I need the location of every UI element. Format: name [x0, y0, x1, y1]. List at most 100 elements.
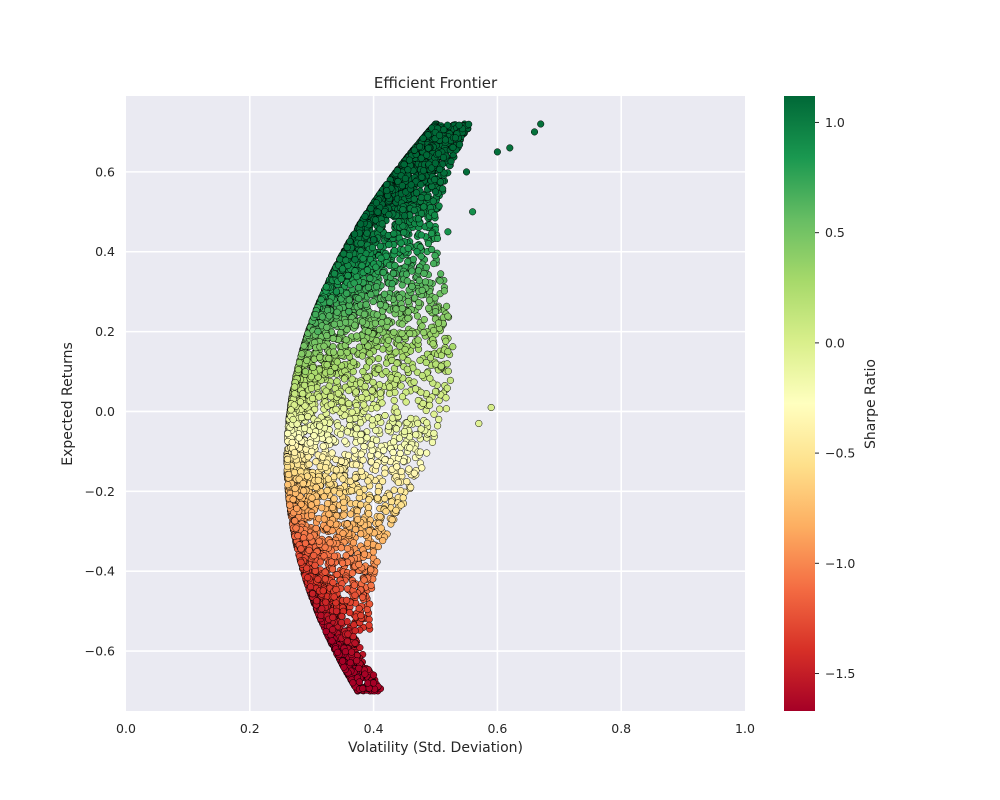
scatter-point	[423, 193, 431, 201]
scatter-point	[363, 266, 371, 274]
scatter-point	[435, 202, 443, 210]
scatter-point	[341, 648, 350, 656]
scatter-point	[323, 487, 331, 495]
scatter-point	[404, 314, 412, 322]
scatter-point	[329, 613, 337, 622]
scatter-point	[426, 221, 434, 229]
scatter-point	[333, 377, 341, 385]
scatter-point	[427, 354, 435, 362]
scatter-point	[373, 283, 381, 291]
scatter-point	[343, 520, 351, 528]
scatter-point	[361, 382, 369, 390]
scatter-point	[326, 298, 334, 306]
scatter-point	[414, 336, 422, 344]
scatter-point	[449, 143, 457, 151]
scatter-point	[368, 387, 376, 395]
scatter-point	[380, 446, 388, 454]
scatter-point	[390, 396, 398, 404]
scatter-point	[339, 475, 347, 483]
scatter-point	[350, 539, 358, 547]
scatter-point	[363, 434, 371, 442]
scatter-point	[290, 401, 298, 409]
scatter-point	[355, 284, 363, 292]
scatter-point	[369, 548, 377, 556]
scatter-point	[395, 434, 404, 442]
scatter-point	[322, 463, 330, 472]
scatter-point	[435, 150, 443, 158]
scatter-point	[366, 274, 374, 282]
scatter-point	[403, 365, 411, 373]
scatter-point	[402, 398, 410, 406]
scatter-point	[380, 290, 389, 298]
scatter-point	[389, 448, 397, 457]
scatter-point	[364, 504, 373, 512]
scatter-point	[392, 375, 400, 384]
scatter-point	[402, 270, 411, 278]
scatter-point	[317, 295, 325, 304]
scatter-point	[443, 302, 451, 310]
scatter-point	[395, 218, 403, 226]
scatter-point	[440, 126, 448, 134]
scatter-point	[385, 241, 393, 249]
scatter-point	[291, 517, 299, 525]
scatter-point	[373, 404, 381, 412]
scatter-point	[352, 525, 360, 533]
scatter-point	[424, 240, 432, 248]
scatter-point	[436, 405, 444, 413]
scatter-point	[314, 476, 322, 484]
scatter-point	[297, 500, 305, 508]
scatter-point	[443, 121, 452, 129]
scatter-point	[373, 436, 381, 444]
scatter-point	[418, 372, 426, 380]
scatter-point	[399, 206, 407, 214]
scatter-point	[412, 431, 420, 439]
scatter-point	[390, 486, 398, 494]
scatter-point	[447, 157, 455, 165]
scatter-point	[451, 134, 459, 142]
scatter-point	[390, 230, 398, 238]
scatter-point	[330, 270, 338, 278]
scatter-point	[416, 448, 424, 456]
scatter-point	[372, 426, 380, 434]
scatter-point	[375, 365, 383, 373]
scatter-point	[295, 434, 303, 442]
scatter-point	[321, 543, 329, 551]
scatter-point	[379, 537, 387, 545]
scatter-point	[363, 374, 371, 382]
scatter-point	[363, 606, 371, 614]
scatter-point	[316, 558, 324, 566]
scatter-point	[312, 524, 320, 532]
scatter-point	[355, 678, 363, 686]
scatter-point	[343, 545, 352, 553]
scatter-point	[346, 609, 354, 617]
scatter-point	[362, 389, 370, 397]
scatter-point	[288, 438, 296, 446]
scatter-point	[343, 637, 351, 645]
scatter-point	[322, 627, 330, 636]
scatter-point	[423, 151, 431, 159]
scatter-point	[431, 252, 439, 260]
scatter-point	[348, 648, 356, 656]
scatter-point	[312, 483, 320, 491]
scatter-point	[369, 298, 377, 306]
scatter-point	[342, 552, 350, 560]
scatter-point	[410, 206, 418, 214]
scatter-point	[418, 322, 426, 330]
scatter-point	[430, 410, 438, 418]
scatter-point	[369, 378, 377, 386]
scatter-point	[317, 611, 325, 620]
scatter-point	[405, 156, 413, 164]
scatter-point	[436, 277, 444, 285]
scatter-point	[442, 337, 450, 345]
scatter-point	[400, 160, 408, 168]
scatter-point	[332, 405, 340, 413]
scatter-point	[330, 552, 338, 560]
scatter-point	[428, 245, 436, 254]
scatter-point	[365, 510, 373, 518]
scatter-point	[357, 430, 365, 439]
scatter-point	[367, 291, 375, 299]
scatter-point	[363, 229, 371, 237]
scatter-point	[417, 194, 425, 202]
scatter-point	[374, 494, 382, 502]
scatter-point	[381, 456, 389, 464]
